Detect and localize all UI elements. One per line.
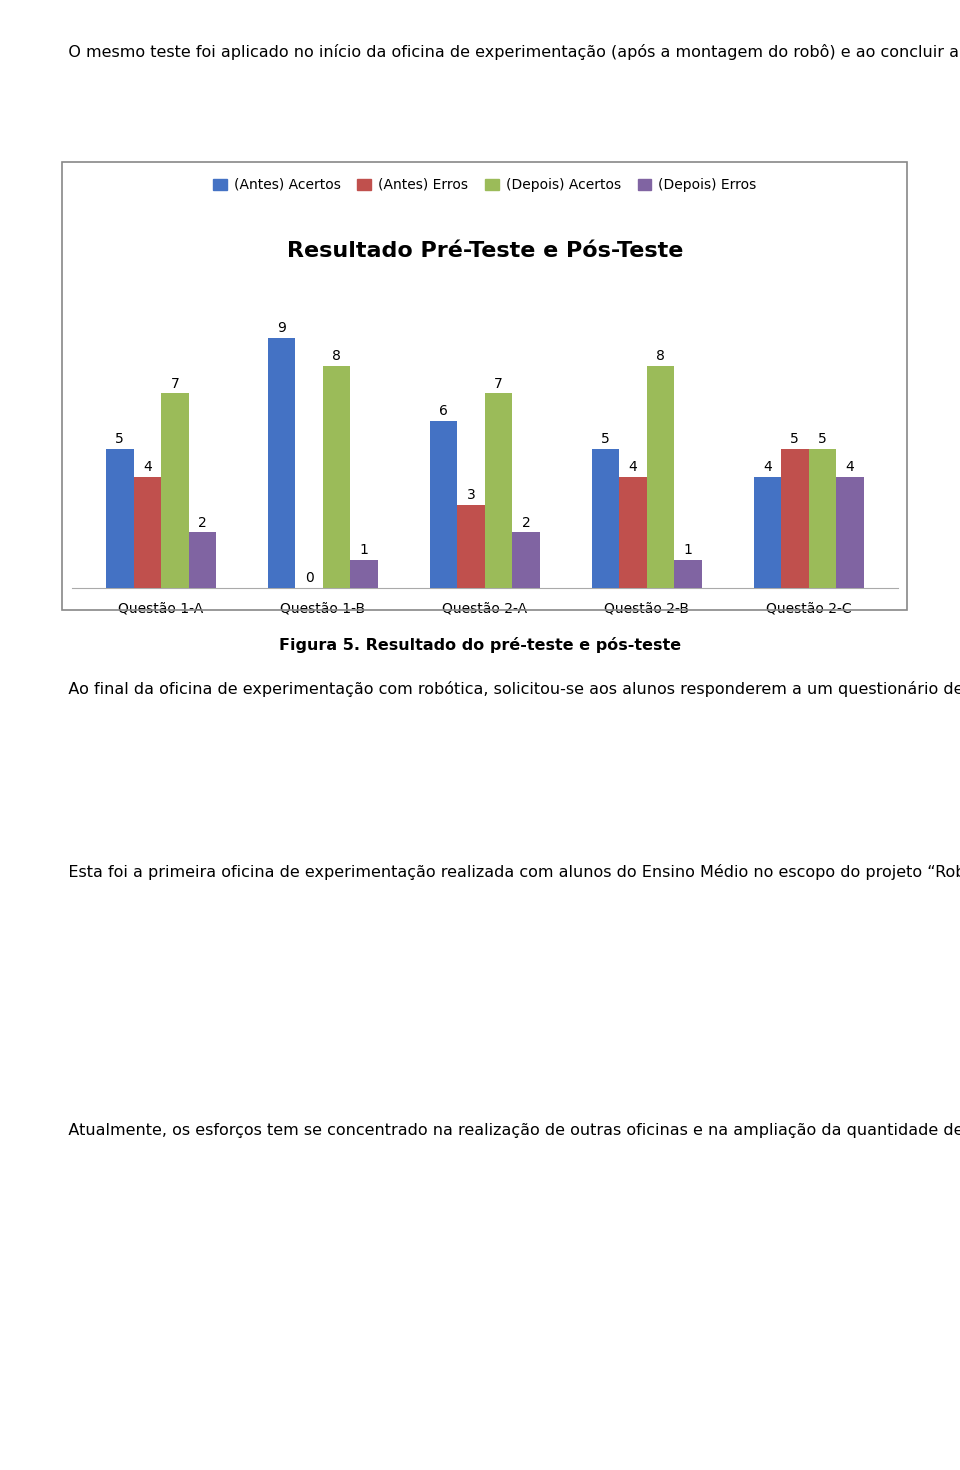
Text: 3: 3 [467, 488, 475, 501]
Text: 4: 4 [846, 460, 854, 473]
Text: 5: 5 [818, 432, 827, 447]
Bar [457, 504, 485, 588]
Bar [350, 560, 378, 588]
Text: 4: 4 [143, 460, 152, 473]
Bar [323, 366, 350, 588]
Bar [647, 366, 674, 588]
Text: 8: 8 [656, 348, 665, 363]
Text: 1: 1 [684, 544, 692, 557]
Legend: (Antes) Acertos, (Antes) Erros, (Depois) Acertos, (Depois) Erros: (Antes) Acertos, (Antes) Erros, (Depois)… [207, 172, 762, 197]
Bar [781, 448, 808, 588]
Bar [430, 422, 457, 588]
Text: 7: 7 [494, 376, 503, 391]
Text: 4: 4 [629, 460, 637, 473]
Text: 8: 8 [332, 348, 341, 363]
Text: Ao final da oficina de experimentação com robótica, solicitou-se aos alunos resp: Ao final da oficina de experimentação co… [53, 681, 960, 697]
Text: 1: 1 [360, 544, 369, 557]
Bar [133, 476, 161, 588]
Text: 7: 7 [171, 376, 180, 391]
Text: Esta foi a primeira oficina de experimentação realizada com alunos do Ensino Méd: Esta foi a primeira oficina de experimen… [53, 864, 960, 881]
Text: 5: 5 [601, 432, 610, 447]
Bar [808, 448, 836, 588]
Bar [106, 448, 133, 588]
Bar [188, 532, 216, 588]
Text: 2: 2 [198, 516, 206, 529]
Text: 6: 6 [439, 404, 448, 419]
Bar [591, 448, 619, 588]
Bar [513, 532, 540, 588]
Bar [674, 560, 702, 588]
Title: Resultado Pré-Teste e Pós-Teste: Resultado Pré-Teste e Pós-Teste [287, 241, 683, 262]
Text: 0: 0 [304, 572, 314, 585]
Bar [268, 338, 296, 588]
Text: 5: 5 [115, 432, 124, 447]
Bar [619, 476, 647, 588]
Bar [836, 476, 864, 588]
Text: Atualmente, os esforços tem se concentrado na realização de outras oficinas e na: Atualmente, os esforços tem se concentra… [53, 1122, 960, 1138]
Text: Figura 5. Resultado do pré-teste e pós-teste: Figura 5. Resultado do pré-teste e pós-t… [279, 637, 681, 653]
Bar [485, 394, 513, 588]
Text: 9: 9 [277, 320, 286, 335]
Text: 2: 2 [521, 516, 531, 529]
Text: O mesmo teste foi aplicado no início da oficina de experimentação (após a montag: O mesmo teste foi aplicado no início da … [53, 44, 960, 60]
Bar [754, 476, 781, 588]
Text: 4: 4 [763, 460, 772, 473]
Text: 5: 5 [790, 432, 799, 447]
Bar [161, 394, 188, 588]
